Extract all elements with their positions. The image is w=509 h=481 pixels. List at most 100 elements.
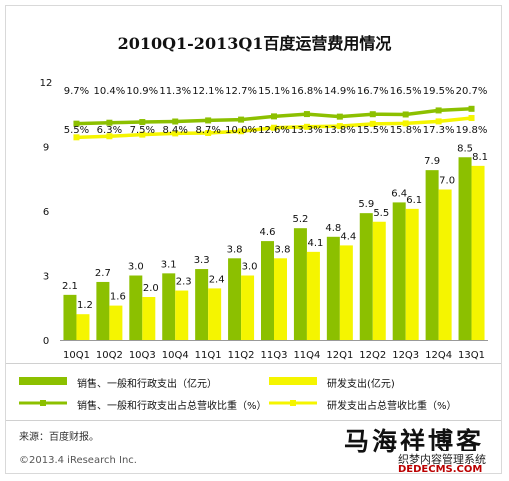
ratio-point bbox=[402, 111, 409, 118]
x-tick-label: 11Q4 bbox=[293, 350, 320, 361]
legend-bar1: 销售、一般和行政支出（亿元） bbox=[19, 375, 259, 390]
legend-line2-label: 研发支出占总营收比重（%） bbox=[327, 401, 457, 412]
chart-title: 2010Q1-2013Q1百度运营费用情况 bbox=[117, 34, 392, 53]
bar-sga bbox=[195, 269, 209, 340]
bar-rd-value-label: 2.3 bbox=[176, 277, 192, 288]
ratio-value-label: 12.6% bbox=[258, 125, 290, 136]
bar-rd-value-label: 6.1 bbox=[406, 195, 422, 206]
ratio-point bbox=[172, 130, 179, 137]
bar-sga bbox=[228, 258, 242, 340]
ratio-value-label: 17.3% bbox=[423, 125, 455, 136]
ratio-point bbox=[369, 120, 376, 127]
x-tick-label: 12Q2 bbox=[359, 350, 386, 361]
footer-divider bbox=[6, 420, 501, 421]
ratio-point bbox=[336, 123, 343, 130]
bar-sga bbox=[63, 294, 77, 340]
legend-line1: 销售、一般和行政支出占总营收比重（%） bbox=[19, 397, 267, 412]
ratio-value-label: 12.7% bbox=[225, 86, 257, 97]
ratio-point bbox=[205, 130, 212, 137]
ratio-value-label: 14.9% bbox=[324, 86, 356, 97]
bar-sga-value-label: 3.8 bbox=[227, 244, 243, 255]
ratio-value-label: 9.7% bbox=[64, 86, 89, 97]
ratio-point bbox=[238, 116, 245, 123]
ratio-point bbox=[303, 111, 310, 118]
ratio-value-label: 11.3% bbox=[159, 86, 191, 97]
bar-rd bbox=[175, 290, 189, 340]
bar-sga bbox=[261, 241, 274, 340]
ratio-value-label: 13.8% bbox=[324, 125, 356, 136]
x-tick-label: 13Q1 bbox=[458, 350, 485, 361]
ratio-point bbox=[271, 124, 277, 131]
bar-rd-value-label: 2.4 bbox=[209, 274, 225, 285]
y-tick-label: 3 bbox=[43, 272, 49, 283]
legend-divider bbox=[6, 363, 501, 364]
legend-bar2-label: 研发支出(亿元) bbox=[327, 379, 395, 390]
bar-rd-value-label: 7.0 bbox=[439, 176, 455, 187]
ratio-value-label: 16.5% bbox=[390, 86, 422, 97]
bar-rd bbox=[109, 305, 123, 340]
ratio-value-label: 13.3% bbox=[291, 125, 323, 136]
frame-border bbox=[5, 5, 502, 474]
ratio-point bbox=[271, 113, 277, 120]
bar-rd bbox=[306, 251, 320, 340]
ratio-point bbox=[369, 111, 376, 118]
bar-sga-value-label: 4.6 bbox=[260, 227, 276, 238]
bar-sga-value-label: 3.1 bbox=[161, 259, 177, 270]
ratio-value-label: 16.8% bbox=[291, 86, 323, 97]
ratio-point bbox=[106, 133, 113, 140]
x-tick-label: 10Q3 bbox=[129, 350, 156, 361]
ratio-value-label: 8.7% bbox=[195, 125, 220, 136]
bar-rd-value-label: 3.8 bbox=[275, 244, 291, 255]
bar-sga bbox=[458, 157, 472, 340]
y-tick-label: 0 bbox=[43, 336, 49, 347]
x-tick-label: 12Q3 bbox=[392, 350, 419, 361]
bar-rd-value-label: 1.6 bbox=[110, 292, 126, 303]
ratio-point bbox=[303, 123, 310, 130]
bar-rd-value-label: 2.0 bbox=[143, 283, 159, 294]
bar-sga bbox=[162, 273, 176, 340]
x-tick-label: 12Q4 bbox=[425, 350, 452, 361]
ratio-point bbox=[402, 120, 409, 127]
bar-rd-value-label: 5.5 bbox=[373, 208, 389, 219]
bar-sga-value-label: 3.0 bbox=[128, 262, 144, 273]
x-tick-label: 10Q1 bbox=[63, 350, 90, 361]
bar-rd bbox=[471, 165, 485, 340]
ratio-value-label: 10.9% bbox=[126, 86, 158, 97]
ratio-point bbox=[435, 118, 442, 125]
ratio-value-label: 16.7% bbox=[357, 86, 389, 97]
y-tick-label: 9 bbox=[43, 143, 49, 154]
y-tick-label: 6 bbox=[43, 207, 49, 218]
bar-rd-value-label: 4.4 bbox=[340, 231, 356, 242]
bar-sga-value-label: 5.2 bbox=[292, 214, 308, 225]
bar-sga-value-label: 8.5 bbox=[457, 143, 473, 154]
watermark-subtitle: 织梦内容管理系统 bbox=[398, 451, 486, 467]
ratio-point bbox=[468, 105, 475, 112]
ratio-value-label: 10.0% bbox=[225, 125, 257, 136]
bar-sga-value-label: 3.3 bbox=[194, 255, 210, 266]
bar-sga-value-label: 4.8 bbox=[325, 223, 341, 234]
ratio-point bbox=[106, 119, 113, 126]
ratio-value-label: 8.4% bbox=[163, 125, 188, 136]
bar-rd bbox=[438, 189, 452, 340]
legend-bar1-swatch bbox=[19, 377, 67, 385]
bar-rd bbox=[339, 245, 353, 340]
watermark-url: DEDECMS.COM bbox=[398, 464, 483, 475]
x-tick-label: 11Q3 bbox=[261, 350, 288, 361]
ratio-point bbox=[139, 131, 146, 138]
ratio-value-label: 6.3% bbox=[97, 125, 122, 136]
bar-sga-value-label: 2.1 bbox=[62, 281, 78, 292]
legend-line1-swatch bbox=[19, 400, 67, 406]
ratio-point bbox=[238, 128, 245, 135]
bar-sga bbox=[425, 170, 439, 340]
ratio-point bbox=[73, 120, 80, 127]
ratio-value-label: 12.1% bbox=[192, 86, 224, 97]
legend-bar2: 研发支出(亿元) bbox=[269, 375, 469, 390]
ratio-value-label: 5.5% bbox=[64, 125, 89, 136]
legend-line2: 研发支出占总营收比重（%） bbox=[269, 397, 484, 412]
bar-sga bbox=[359, 213, 373, 340]
bar-rd-value-label: 1.2 bbox=[77, 300, 93, 311]
ratio-value-label: 15.1% bbox=[258, 86, 290, 97]
bar-sga-value-label: 2.7 bbox=[95, 268, 111, 279]
